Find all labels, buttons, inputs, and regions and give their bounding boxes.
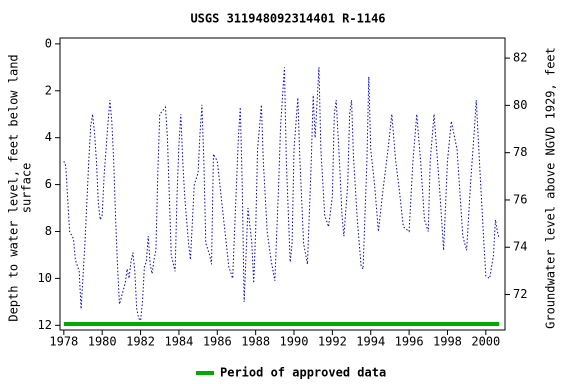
legend-label: Period of approved data bbox=[220, 366, 386, 380]
x-tick-label: 2000 bbox=[471, 335, 500, 349]
x-tick-label: 1992 bbox=[318, 335, 347, 349]
y-axis-label: surface bbox=[20, 163, 34, 214]
x-tick-label: 1998 bbox=[433, 335, 462, 349]
x-tick-label: 1982 bbox=[126, 335, 155, 349]
y2-tick-label: 80 bbox=[513, 98, 527, 112]
y-tick-label: 2 bbox=[45, 83, 52, 97]
y2-tick-label: 82 bbox=[513, 51, 527, 65]
x-tick-label: 1996 bbox=[395, 335, 424, 349]
chart-title: USGS 311948092314401 R-1146 bbox=[190, 12, 385, 26]
y2-tick-label: 76 bbox=[513, 192, 527, 206]
y-axis-label: Depth to water level, feet below land bbox=[7, 54, 21, 321]
x-tick-label: 1986 bbox=[203, 335, 232, 349]
plot-frame bbox=[59, 37, 506, 331]
y-tick-label: 10 bbox=[38, 271, 52, 285]
y2-tick-label: 74 bbox=[513, 240, 527, 254]
y2-tick-label: 78 bbox=[513, 145, 527, 159]
x-tick-label: 1988 bbox=[241, 335, 270, 349]
x-tick-label: 1980 bbox=[88, 335, 117, 349]
y-tick-label: 0 bbox=[45, 36, 52, 50]
y-tick-label: 4 bbox=[45, 130, 52, 144]
y-tick-label: 6 bbox=[45, 177, 52, 191]
x-tick-label: 1990 bbox=[280, 335, 309, 349]
x-tick-label: 1984 bbox=[164, 335, 193, 349]
x-tick-label: 1978 bbox=[49, 335, 78, 349]
y-tick-label: 8 bbox=[45, 224, 52, 238]
x-tick-label: 1994 bbox=[356, 335, 385, 349]
y-tick-label: 12 bbox=[38, 318, 52, 332]
data-line bbox=[63, 67, 500, 322]
y2-axis-label: Groundwater level above NGVD 1929, feet bbox=[544, 47, 558, 329]
y2-tick-label: 72 bbox=[513, 287, 527, 301]
